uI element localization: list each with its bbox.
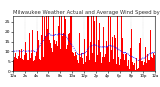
- Text: Milwaukee Weather Actual and Average Wind Speed by Minute mph (Last 24 Hours): Milwaukee Weather Actual and Average Win…: [13, 10, 160, 15]
